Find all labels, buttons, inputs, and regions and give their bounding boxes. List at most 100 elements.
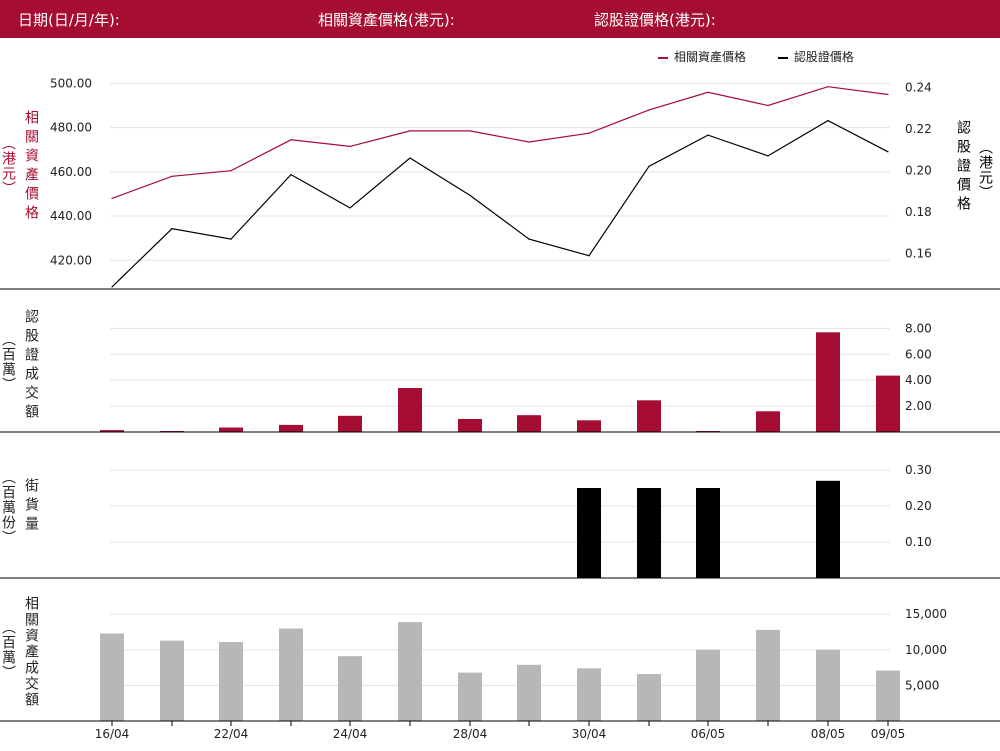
warrant-price-point bbox=[469, 194, 471, 196]
price-right-tick-label: 0.18 bbox=[905, 205, 932, 219]
asset-turnover-bar bbox=[100, 633, 124, 721]
asset-price-point bbox=[648, 109, 650, 111]
asset-turnover-bar bbox=[219, 642, 243, 721]
warrant-price-point bbox=[409, 157, 411, 159]
asset-price-point bbox=[528, 141, 530, 143]
price-left-tick-label: 420.00 bbox=[50, 253, 92, 267]
warrant-price-point bbox=[349, 207, 351, 209]
x-tick-label: 22/04 bbox=[214, 727, 249, 741]
warrant-turnover-bar bbox=[816, 332, 840, 433]
outstanding-axis-unit: （百萬份） bbox=[0, 470, 16, 545]
asset-turnover-bar bbox=[160, 640, 184, 721]
legend-swatch-warrant bbox=[777, 56, 788, 59]
x-tick-label: 30/04 bbox=[572, 727, 607, 741]
asset-price-point bbox=[111, 197, 113, 199]
warrant-price-point bbox=[707, 134, 709, 136]
price-right-axis-unit: （港元） bbox=[977, 140, 993, 200]
warrant-turnover-axis-title-text: 認股證成交額 bbox=[23, 309, 39, 423]
asset-price-point bbox=[767, 104, 769, 107]
warrant-turnover-axis-title: 認股證成交額 bbox=[23, 309, 39, 423]
outstanding-tick-label: 0.10 bbox=[905, 535, 932, 549]
price-right-tick-label: 0.16 bbox=[905, 247, 932, 261]
price-left-axis-title: 相關資產價格 bbox=[23, 110, 39, 224]
asset-turnover-bar bbox=[279, 628, 303, 721]
legend-swatch-asset bbox=[658, 56, 668, 59]
warrant-price-point bbox=[887, 151, 889, 153]
outstanding-tick-label: 0.20 bbox=[905, 499, 932, 513]
asset-turnover-bar bbox=[816, 649, 840, 721]
warrant-turnover-axis-unit-text: （百萬） bbox=[0, 332, 16, 392]
asset-turnover-axis-unit-text: （百萬） bbox=[0, 620, 16, 680]
price-right-axis-title-text: 認股證價格 bbox=[955, 120, 971, 215]
asset-price-line bbox=[111, 86, 889, 199]
price-left-tick-label: 440.00 bbox=[50, 209, 92, 223]
price-right-axis-unit-text: （港元） bbox=[977, 140, 993, 200]
warrant-price-point bbox=[588, 255, 590, 257]
warrant-turnover-tick-label: 6.00 bbox=[905, 347, 932, 361]
warrant-price-point bbox=[827, 120, 829, 122]
x-tick-label: 06/05 bbox=[691, 727, 726, 741]
outstanding-bar bbox=[577, 488, 601, 578]
warrant-turnover-bar bbox=[577, 420, 601, 432]
price-right-axis-title: 認股證價格 bbox=[955, 120, 971, 215]
outstanding-tick-label: 0.30 bbox=[905, 463, 932, 477]
price-left-tick-label: 460.00 bbox=[50, 165, 92, 179]
warrant-turnover-axis-unit: （百萬） bbox=[0, 332, 16, 392]
warrant-price-point bbox=[111, 286, 113, 288]
warrant-turnover-bar bbox=[517, 415, 541, 432]
asset-turnover-bar bbox=[338, 656, 362, 721]
warrant-turnover-bar bbox=[756, 411, 780, 432]
x-tick-label: 28/04 bbox=[453, 727, 488, 741]
asset-turnover-tick-label: 10,000 bbox=[905, 643, 947, 657]
asset-turnover-axis-unit: （百萬） bbox=[0, 620, 16, 680]
asset-price-point bbox=[349, 145, 351, 147]
price-right-tick-label: 0.20 bbox=[905, 163, 932, 177]
legend-label-warrant: 認股證價格 bbox=[793, 50, 854, 64]
x-tick-label: 09/05 bbox=[871, 727, 906, 741]
warrant-turnover-tick-label: 4.00 bbox=[905, 373, 932, 387]
warrant-price-point bbox=[648, 165, 650, 167]
asset-price-point bbox=[230, 170, 232, 172]
asset-turnover-axis-title-text: 相關資產成交額 bbox=[23, 596, 39, 708]
asset-turnover-bar bbox=[756, 629, 780, 721]
warrant-turnover-bar bbox=[458, 419, 482, 432]
legend-label-asset: 相關資產價格 bbox=[674, 50, 747, 64]
asset-price-point bbox=[707, 91, 709, 93]
price-left-axis-unit: （港元） bbox=[0, 136, 16, 196]
outstanding-bar bbox=[696, 488, 720, 578]
asset-turnover-tick-label: 5,000 bbox=[905, 678, 939, 692]
price-left-tick-label: 480.00 bbox=[50, 121, 92, 135]
price-right-tick-label: 0.22 bbox=[905, 122, 932, 136]
outstanding-axis-title: 街貨量 bbox=[23, 478, 39, 535]
warrant-price-line bbox=[111, 119, 889, 288]
asset-price-point bbox=[469, 130, 471, 132]
warrant-turnover-bar bbox=[637, 400, 661, 432]
warrant-turnover-bar bbox=[876, 375, 900, 432]
asset-turnover-bar bbox=[398, 622, 422, 721]
price-right-tick-label: 0.24 bbox=[905, 80, 932, 94]
outstanding-bar bbox=[816, 480, 840, 578]
warrant-price-point bbox=[767, 155, 769, 157]
date-label: 日期(日/月/年): bbox=[18, 11, 120, 29]
asset-price-point bbox=[827, 86, 829, 88]
warrant-price-point bbox=[171, 228, 173, 230]
asset-price-point bbox=[171, 175, 173, 177]
x-tick-label: 24/04 bbox=[333, 727, 368, 741]
outstanding-bar bbox=[637, 488, 661, 578]
warrant-turnover-tick-label: 2.00 bbox=[905, 399, 932, 413]
price-left-tick-label: 500.00 bbox=[50, 76, 92, 90]
asset-turnover-axis-title: 相關資產成交額 bbox=[23, 596, 39, 708]
legend: 相關資產價格 認股證價格 bbox=[658, 48, 854, 65]
warrant-price-point bbox=[290, 174, 292, 176]
asset-turnover-bar bbox=[637, 674, 661, 721]
legend-item-warrant: 認股證價格 bbox=[777, 50, 854, 64]
asset-price-point bbox=[887, 93, 889, 96]
asset-turnover-bar bbox=[696, 649, 720, 721]
asset-turnover-bar bbox=[458, 672, 482, 721]
warrant-turnover-bar bbox=[338, 415, 362, 432]
asset-turnover-bar bbox=[517, 664, 541, 721]
warrant-price-point bbox=[528, 238, 530, 240]
asset-turnover-bar bbox=[876, 670, 900, 721]
price-left-axis-title-text: 相關資產價格 bbox=[23, 110, 39, 224]
x-tick-label: 08/05 bbox=[811, 727, 846, 741]
